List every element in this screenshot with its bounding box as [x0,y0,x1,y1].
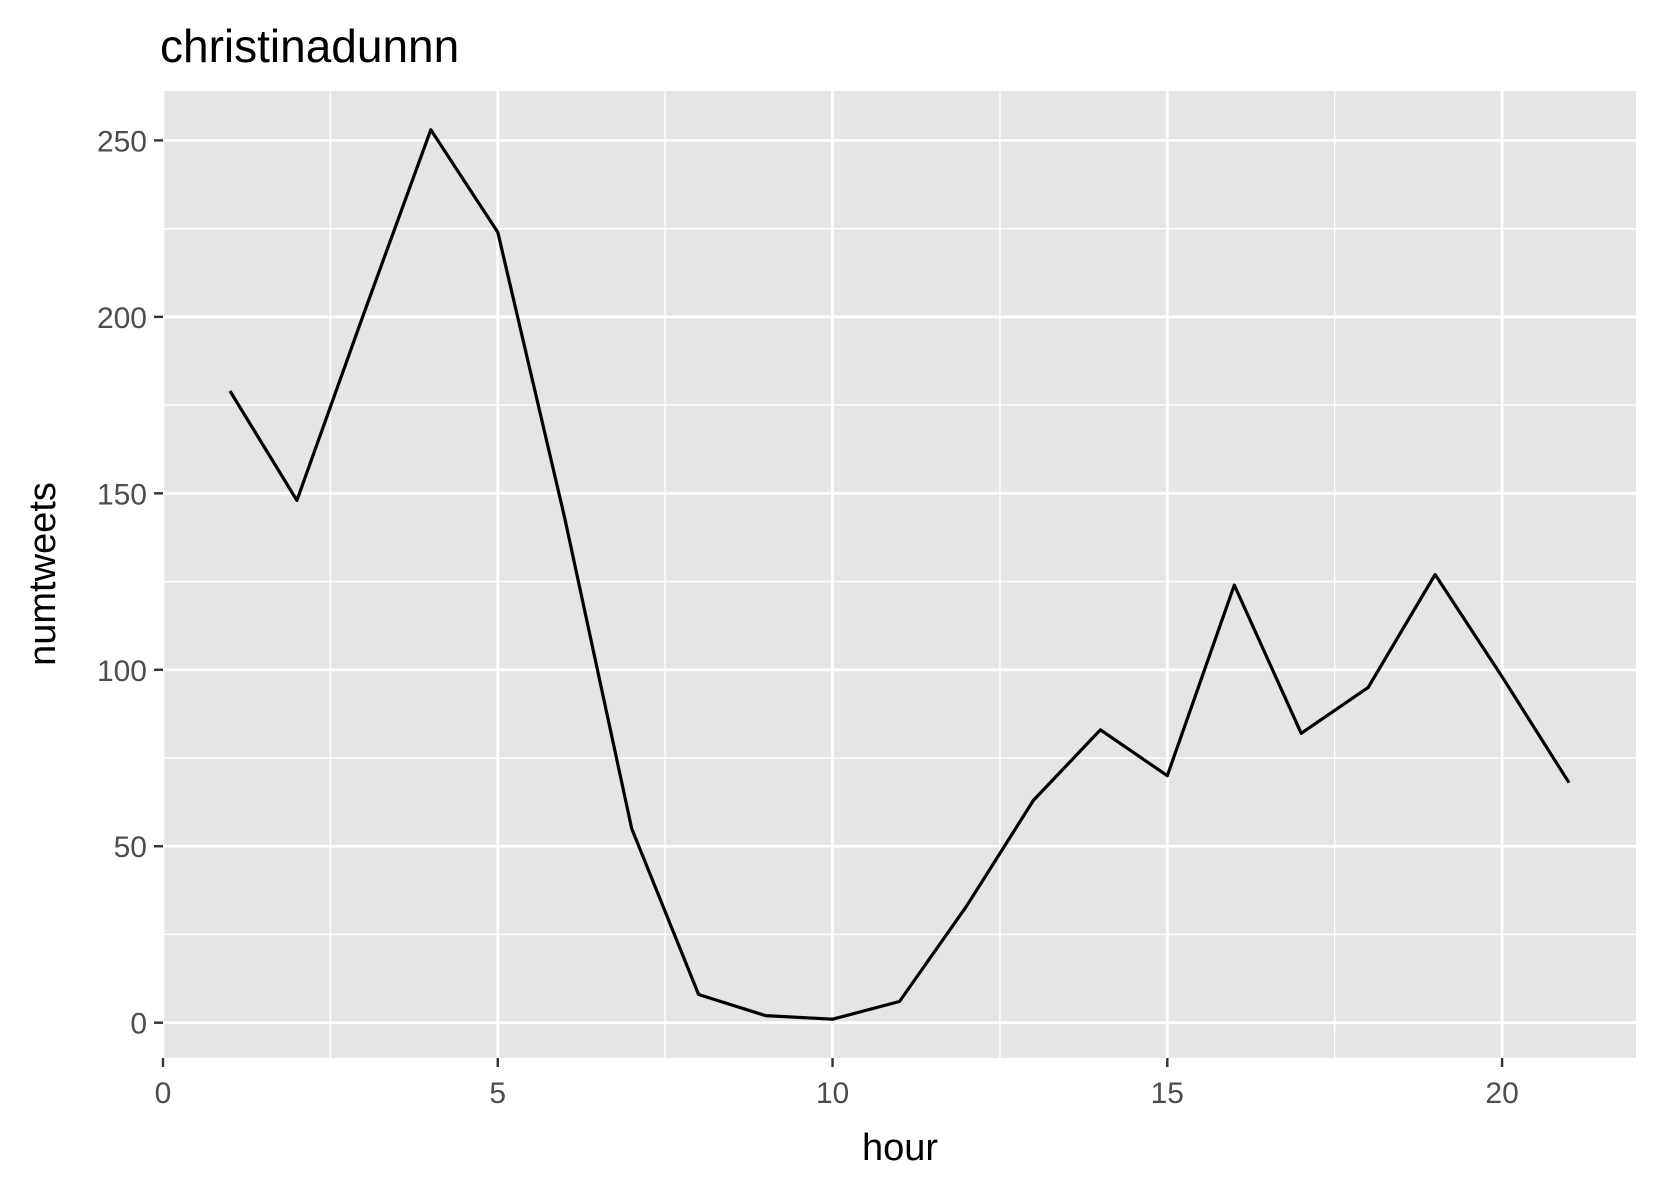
x-axis: 0 5 10 15 20 [155,1058,1519,1110]
x-tick-label: 0 [155,1077,172,1110]
series-line [228,128,1571,1021]
major-gridlines [161,91,1636,1058]
y-axis-title: numtweets [22,482,64,666]
y-tick-label: 200 [97,302,147,335]
y-axis: 0 50 100 150 200 250 [97,125,163,1041]
y-tick-label: 150 [97,478,147,511]
x-axis-title: hour [862,1127,938,1169]
y-tick-label: 50 [114,831,147,864]
y-tick-label: 100 [97,655,147,688]
chart-title: christinadunnn [160,20,459,72]
x-tick-label: 10 [816,1077,849,1110]
x-tick-label: 5 [489,1077,506,1110]
y-tick-label: 0 [130,1008,147,1041]
plot-panel [163,91,1636,1058]
y-tick-label: 250 [97,125,147,158]
series-layer [228,128,1571,1021]
x-tick-label: 15 [1151,1077,1184,1110]
minor-gridlines [163,91,1636,1058]
x-tick-label: 20 [1485,1077,1518,1110]
